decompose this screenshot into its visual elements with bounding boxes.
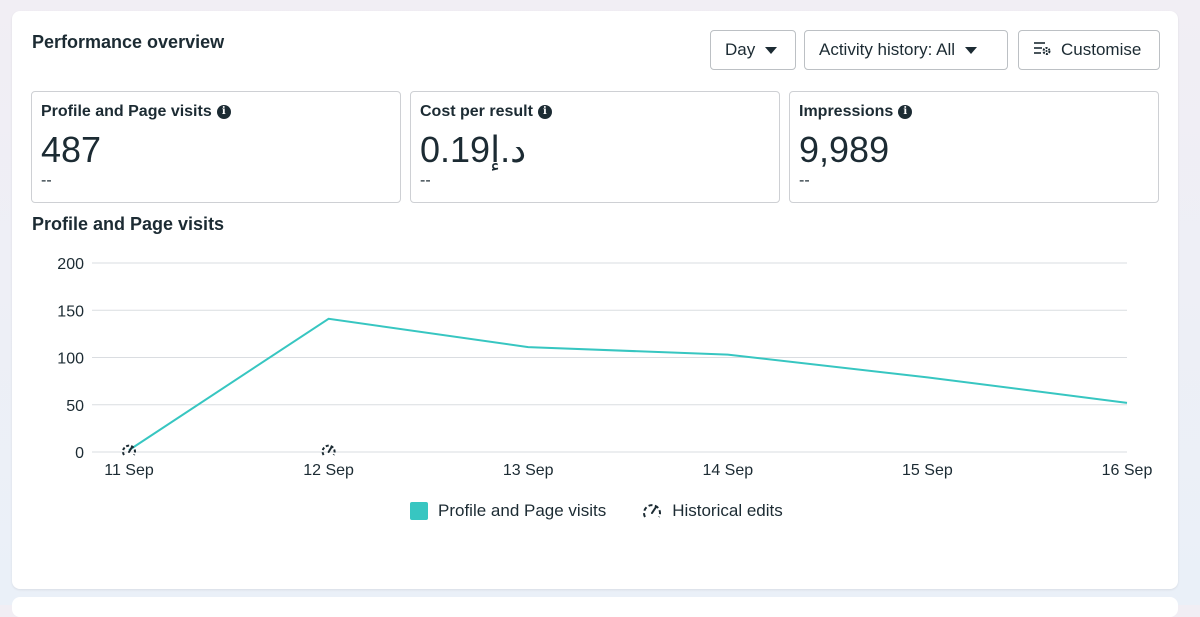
y-tick-label: 0 [75, 445, 84, 462]
chart-legend: Profile and Page visits Historical edits [410, 501, 819, 521]
x-tick-label: 13 Sep [503, 462, 554, 479]
x-tick-label: 12 Sep [303, 462, 354, 479]
legend-item-series[interactable]: Profile and Page visits [410, 501, 606, 521]
y-tick-label: 200 [57, 256, 84, 273]
gauge-icon [642, 502, 662, 520]
next-card [12, 597, 1178, 617]
legend-swatch [410, 502, 428, 520]
x-tick-label: 15 Sep [902, 462, 953, 479]
x-tick-label: 16 Sep [1102, 462, 1153, 479]
legend-series-label: Profile and Page visits [438, 501, 606, 521]
performance-card: Performance overview Day Activity histor… [12, 11, 1178, 589]
legend-item-historical-edits[interactable]: Historical edits [642, 501, 783, 521]
legend-edits-label: Historical edits [672, 501, 783, 521]
line-chart: 0 50 100 150 200 11 Sep 12 Sep 13 Sep 14 Sep 15 S… [12, 11, 1178, 491]
historical-edit-marker[interactable] [323, 446, 335, 455]
series-line [129, 319, 1127, 450]
y-tick-label: 50 [66, 398, 84, 415]
y-tick-label: 100 [57, 351, 84, 368]
x-tick-label: 11 Sep [104, 462, 154, 479]
historical-edit-marker[interactable] [123, 446, 135, 455]
x-tick-label: 14 Sep [702, 462, 753, 479]
y-tick-label: 150 [57, 303, 84, 320]
